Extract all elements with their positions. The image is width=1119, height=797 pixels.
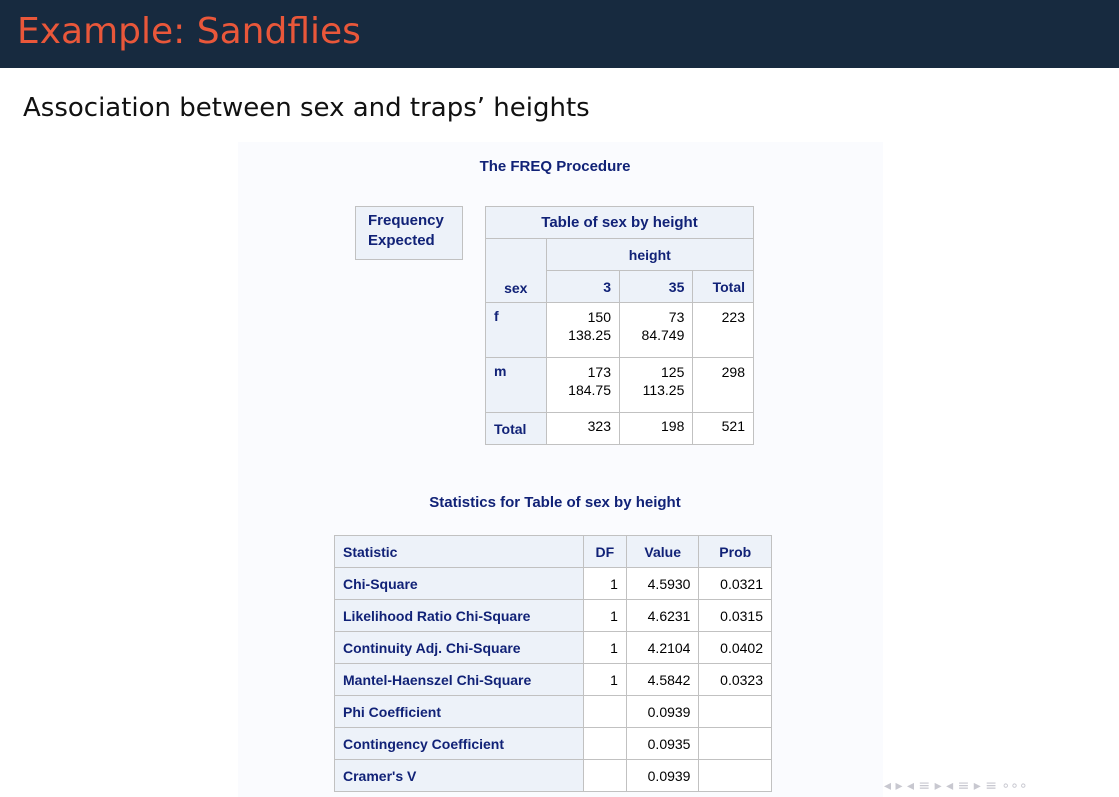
expected-value: 84.749 xyxy=(641,327,685,343)
table-cell: 298 xyxy=(692,357,754,413)
prob-cell: 0.0402 xyxy=(698,631,772,664)
statistic-name: Contingency Coefficient xyxy=(334,727,584,760)
frequency-value: 125 xyxy=(661,364,685,380)
df-cell: 1 xyxy=(582,631,627,664)
row-header: m xyxy=(485,357,547,413)
table-cell: 73 84.749 xyxy=(618,302,694,358)
row-header: f xyxy=(485,302,547,358)
column-header: 35 xyxy=(618,270,694,303)
table-cell: 173 184.75 xyxy=(545,357,620,413)
table-row: Chi-Square 1 4.5930 0.0321 xyxy=(334,567,772,600)
table-cell: 223 xyxy=(692,302,754,358)
prob-cell xyxy=(698,759,772,792)
cell-contents-legend: Frequency Expected xyxy=(355,206,463,260)
statistic-name: Chi-Square xyxy=(334,567,584,600)
row-header: Total xyxy=(485,412,547,445)
table-row: Continuity Adj. Chi-Square 1 4.2104 0.04… xyxy=(334,631,772,664)
frequency-value: 223 xyxy=(721,309,745,325)
value-cell: 4.6231 xyxy=(625,599,700,632)
df-cell xyxy=(582,695,627,728)
value-cell: 4.5842 xyxy=(625,663,700,696)
table-row: Mantel-Haenszel Chi-Square 1 4.5842 0.03… xyxy=(334,663,772,696)
column-header: Total xyxy=(692,270,754,303)
df-cell: 1 xyxy=(582,599,627,632)
table-cell: 323 xyxy=(545,412,620,445)
column-header: Statistic xyxy=(334,535,584,568)
frequency-value: 73 xyxy=(668,309,685,325)
table-row: Total 323 198 521 xyxy=(485,412,754,445)
crosstab-table: Table of sex by height sex height 3 35 T… xyxy=(485,206,755,445)
expected-value: 138.25 xyxy=(568,327,611,343)
navigation-symbols[interactable]: ◂ ▸ ◂ ≡ ▸ ◂ ≡ ▸ ≡ ∘∘∘ xyxy=(884,778,1028,794)
frequency-value: 150 xyxy=(587,309,611,325)
legend-expected: Expected xyxy=(368,232,435,249)
column-header: Value xyxy=(625,535,700,568)
beamer-navigation-icons[interactable]: ◂ ▸ ◂ ≡ ▸ ◂ ≡ ▸ ≡ ∘∘∘ xyxy=(884,778,1028,794)
slide-title: Example: Sandflies xyxy=(17,11,361,52)
expected-value: 184.75 xyxy=(568,382,611,398)
expected-value: 113.25 xyxy=(642,382,685,398)
column-header: DF xyxy=(582,535,627,568)
column-header: 3 xyxy=(545,270,620,303)
table-cell: 150 138.25 xyxy=(545,302,620,358)
value-cell: 0.0935 xyxy=(625,727,700,760)
column-header: Prob xyxy=(698,535,772,568)
table-cell: 198 xyxy=(618,412,694,445)
df-cell xyxy=(582,727,627,760)
sas-output: The FREQ Procedure Frequency Expected Ta… xyxy=(238,142,883,797)
table-row: Cramer's V 0.0939 xyxy=(334,759,772,792)
value-cell: 4.5930 xyxy=(625,567,700,600)
statistics-table: Statistic DF Value Prob Chi-Square 1 4.5… xyxy=(334,535,772,792)
table-row: Likelihood Ratio Chi-Square 1 4.6231 0.0… xyxy=(334,599,772,632)
frequency-value: 298 xyxy=(721,364,745,380)
statistic-name: Cramer's V xyxy=(334,759,584,792)
procedure-title: The FREQ Procedure xyxy=(479,158,631,175)
table-cell: 521 xyxy=(692,412,754,445)
value-cell: 0.0939 xyxy=(625,695,700,728)
df-cell: 1 xyxy=(582,567,627,600)
statistic-name: Likelihood Ratio Chi-Square xyxy=(334,599,584,632)
prob-cell: 0.0323 xyxy=(698,663,772,696)
prob-cell: 0.0321 xyxy=(698,567,772,600)
table-row: Phi Coefficient 0.0939 xyxy=(334,695,772,728)
table-cell: 125 113.25 xyxy=(618,357,694,413)
prob-cell xyxy=(698,695,772,728)
column-variable-label: height xyxy=(545,238,755,271)
table-row: m 173 184.75 125 113.25 298 xyxy=(485,357,754,413)
crosstab-title: Table of sex by height xyxy=(485,206,754,239)
statistic-name: Mantel-Haenszel Chi-Square xyxy=(334,663,584,696)
slide-subtitle: Association between sex and traps’ heigh… xyxy=(23,93,590,123)
table-row: f 150 138.25 73 84.749 223 xyxy=(485,302,754,358)
statistics-title: Statistics for Table of sex by height xyxy=(429,494,681,511)
prob-cell xyxy=(698,727,772,760)
prob-cell: 0.0315 xyxy=(698,599,772,632)
df-cell: 1 xyxy=(582,663,627,696)
row-variable-label: sex xyxy=(485,238,547,303)
table-row: Contingency Coefficient 0.0935 xyxy=(334,727,772,760)
legend-frequency: Frequency xyxy=(368,212,444,229)
value-cell: 0.0939 xyxy=(625,759,700,792)
frequency-value: 173 xyxy=(587,364,611,380)
value-cell: 4.2104 xyxy=(625,631,700,664)
slide-header: Example: Sandflies xyxy=(0,0,1119,68)
statistic-name: Phi Coefficient xyxy=(334,695,584,728)
statistic-name: Continuity Adj. Chi-Square xyxy=(334,631,584,664)
df-cell xyxy=(582,759,627,792)
